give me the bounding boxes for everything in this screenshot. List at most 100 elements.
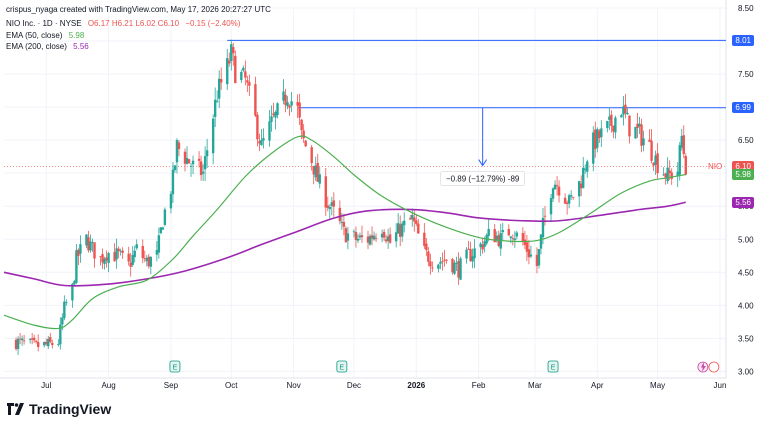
candle-body [141, 246, 144, 259]
ema200-legend[interactable]: EMA (200, close) 5.56 [6, 41, 89, 52]
candle-body [119, 250, 122, 252]
candle-body [161, 227, 165, 230]
candle-body [143, 258, 146, 259]
candle [20, 335, 24, 346]
candle [513, 231, 517, 248]
candle [567, 193, 571, 209]
candle [332, 192, 336, 217]
candle-body [423, 232, 426, 246]
earnings-marker[interactable]: E [336, 360, 348, 373]
candle-body [541, 217, 545, 238]
candle [409, 214, 412, 220]
candle-body [254, 84, 257, 116]
candle-body [117, 248, 120, 252]
candle-body [191, 160, 195, 165]
candle-body [398, 224, 402, 237]
candle-body [525, 242, 529, 252]
candle [75, 244, 78, 285]
earnings-marker[interactable]: E [169, 360, 181, 373]
candle-body [521, 233, 525, 242]
candle [586, 159, 589, 178]
candle-body [288, 105, 291, 108]
candle-body [316, 162, 319, 182]
candle-body [582, 167, 585, 188]
candle-body [551, 188, 555, 199]
ohlc-low: L6.02 [135, 19, 156, 28]
candle-body [330, 202, 334, 206]
lightning-icon [700, 362, 706, 372]
candle [276, 102, 279, 119]
candle-body [286, 102, 289, 107]
candle-body [612, 125, 615, 132]
candle-body [427, 251, 430, 262]
candle [205, 138, 209, 168]
candle [284, 88, 287, 113]
candle-body [234, 55, 237, 84]
candle [374, 233, 378, 243]
candle [555, 176, 559, 196]
candle-body [183, 151, 187, 164]
candle-body [634, 126, 637, 139]
candle [149, 256, 153, 275]
candle [215, 90, 219, 103]
candle-body [85, 234, 88, 246]
candle [648, 129, 651, 142]
candle [499, 223, 502, 256]
candle [290, 91, 293, 113]
candle-body [682, 135, 685, 154]
candle-body [217, 78, 221, 99]
horizontal-levels [4, 39, 726, 167]
ema50-legend[interactable]: EMA (50, close) 5.98 [6, 30, 84, 41]
candle [614, 115, 617, 139]
candle-body [394, 232, 398, 242]
candle [65, 299, 68, 306]
candle-body [57, 344, 60, 345]
candle-body [459, 258, 462, 280]
candle-body [113, 252, 116, 262]
candle-body [565, 202, 569, 205]
event-marker-group[interactable] [697, 361, 720, 373]
candle [352, 229, 356, 238]
candle-body [352, 231, 356, 233]
ohlc-close: C6.10 [157, 19, 180, 28]
candle-body [678, 145, 681, 175]
candle-body [30, 338, 34, 340]
candle-body [260, 139, 263, 146]
candle-body [256, 114, 259, 140]
candle [51, 339, 54, 349]
candle [234, 50, 237, 84]
candle [43, 341, 46, 348]
candle-body [487, 228, 490, 236]
candle-body [360, 235, 364, 238]
candle-body [650, 140, 653, 161]
candle-body [380, 233, 384, 238]
candle-body [382, 231, 386, 238]
candle [91, 238, 94, 252]
candle-body [473, 248, 476, 259]
time-tick-label: Nov [286, 381, 300, 390]
candle [638, 116, 641, 134]
candle-body [332, 200, 336, 207]
candle [187, 159, 191, 164]
tradingview-logo[interactable]: TradingView [7, 401, 111, 417]
candle [612, 125, 615, 139]
candle [127, 246, 130, 266]
candle [248, 74, 251, 96]
candle [423, 223, 426, 249]
candle-body [636, 123, 639, 128]
candle-body [600, 128, 603, 138]
candle-body [242, 67, 245, 71]
candle [563, 193, 567, 205]
candle-body [103, 258, 106, 264]
candle [382, 229, 386, 241]
candle [571, 196, 575, 200]
candle [592, 126, 595, 172]
symbol-info: NIO Inc. · 1D · NYSE O6.17 H6.21 L6.02 C… [6, 18, 240, 29]
candle-body [445, 259, 448, 261]
candle-body [374, 238, 378, 239]
candle [93, 242, 96, 268]
candle [213, 87, 217, 128]
candle [622, 96, 625, 126]
earnings-marker[interactable]: E [547, 360, 559, 373]
